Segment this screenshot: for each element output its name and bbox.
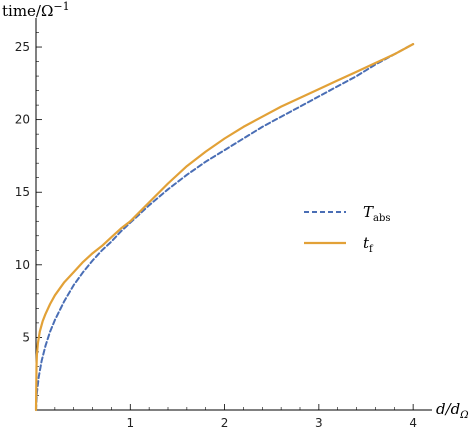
x-tick-label: 3 (315, 416, 323, 430)
x-tick-label: 4 (409, 416, 417, 430)
y-tick-label: 15 (15, 185, 30, 199)
series-line-t-f (34, 43, 415, 412)
legend-label-t-f: tf (363, 234, 374, 255)
x-tick-label: 2 (221, 416, 229, 430)
x-axis-label: d/dΩ (436, 400, 469, 421)
y-tick-label: 25 (15, 40, 30, 54)
ticks: 1 2 3 4 5 10 15 20 25 (15, 32, 417, 430)
legend: Tabs tf (304, 203, 391, 255)
x-tick-label: 1 (126, 416, 134, 430)
series-line-T-abs (35, 43, 415, 411)
legend-label-T-abs: Tabs (363, 203, 391, 224)
series-layer (34, 43, 415, 412)
y-tick-label: 5 (22, 330, 30, 344)
axes (35, 18, 432, 411)
y-tick-label: 10 (15, 258, 30, 272)
y-axis-label: time/Ω−1 (2, 0, 70, 20)
y-tick-label: 20 (15, 113, 30, 127)
